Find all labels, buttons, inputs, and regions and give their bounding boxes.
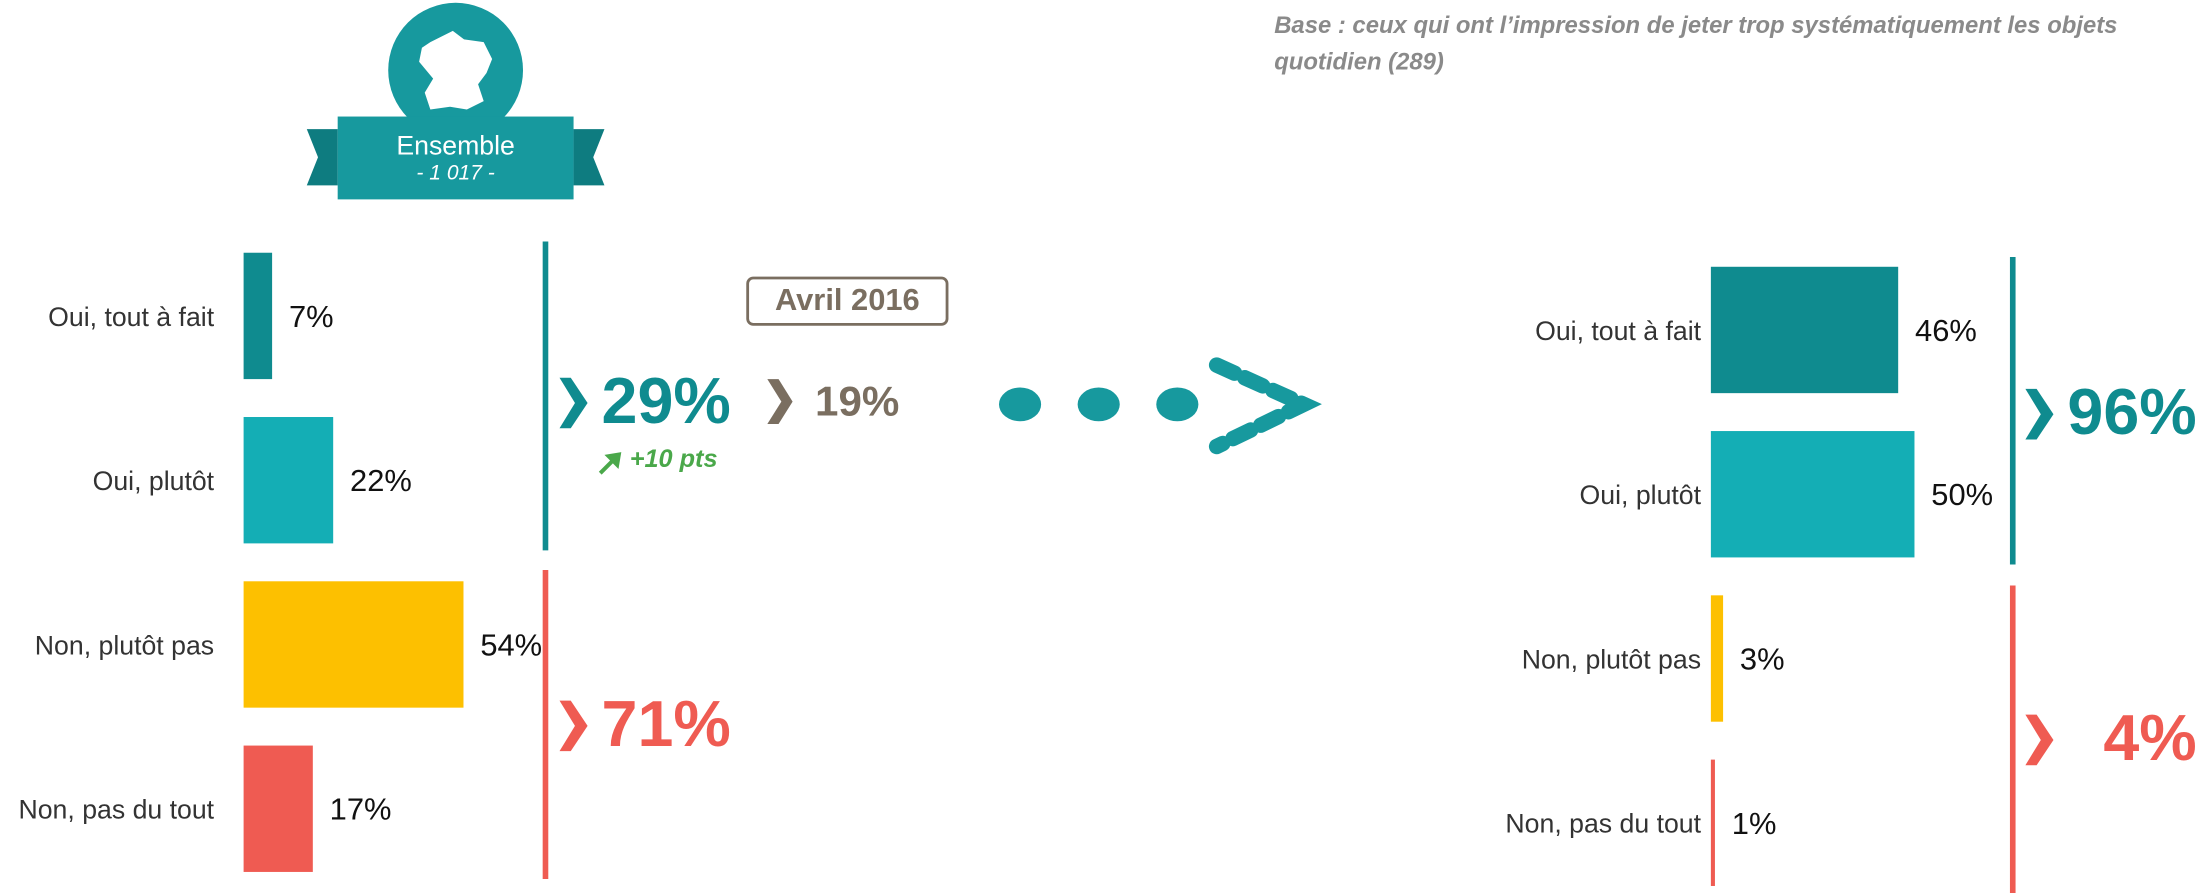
date-label: Avril 2016 xyxy=(775,282,920,317)
change-label: +10 pts xyxy=(630,445,718,473)
value-label: 1% xyxy=(1732,806,1777,841)
base-note: quotidien (289) xyxy=(1274,48,1444,75)
bar xyxy=(1710,266,1899,394)
summary-value: 4% xyxy=(2103,702,2196,774)
bar xyxy=(243,252,273,380)
summary-value: 29% xyxy=(602,365,731,437)
value-label: 22% xyxy=(350,463,412,498)
value-label: 7% xyxy=(289,299,334,334)
bar xyxy=(1710,595,1724,722)
dot xyxy=(1077,387,1120,422)
bar xyxy=(1710,759,1715,886)
chevron xyxy=(559,700,588,752)
badge-title: Ensemble xyxy=(396,130,515,160)
summary-value: 71% xyxy=(602,688,731,760)
category-label: Oui, plutôt xyxy=(1580,480,1702,510)
up-arrow xyxy=(598,452,622,475)
value-label: 3% xyxy=(1740,641,1785,676)
ribbon-tail xyxy=(306,129,338,186)
value-label: 50% xyxy=(1931,477,1993,512)
value-label: 46% xyxy=(1915,313,1977,348)
base-note: Base : ceux qui ont l’impression de jete… xyxy=(1274,12,2117,39)
chevron xyxy=(2025,388,2054,440)
bar xyxy=(1710,431,1915,558)
category-label: Oui, tout à fait xyxy=(48,302,215,332)
bar xyxy=(243,745,313,872)
category-label: Non, plutôt pas xyxy=(35,630,214,660)
previous-value: 19% xyxy=(815,378,899,425)
bar xyxy=(243,581,464,708)
ribbon xyxy=(337,116,574,200)
category-label: Oui, plutôt xyxy=(93,466,215,496)
ribbon-tail xyxy=(573,129,605,186)
value-label: 54% xyxy=(480,627,542,662)
category-label: Non, plutôt pas xyxy=(1522,644,1701,674)
dot xyxy=(1156,387,1199,422)
chevron xyxy=(2025,714,2054,766)
arrow-head xyxy=(1208,357,1322,455)
france-icon xyxy=(419,30,493,110)
chevron xyxy=(767,379,793,425)
value-label: 17% xyxy=(330,792,392,827)
category-label: Non, pas du tout xyxy=(1505,809,1701,839)
date-box xyxy=(746,276,949,326)
category-label: Non, pas du tout xyxy=(18,795,214,825)
badge-subtitle: - 1 017 - xyxy=(416,162,494,185)
chevron xyxy=(559,377,588,429)
category-label: Oui, tout à fait xyxy=(1535,316,1702,346)
summary-value: 96% xyxy=(2067,376,2196,448)
bar xyxy=(243,417,334,544)
dot xyxy=(999,387,1042,422)
